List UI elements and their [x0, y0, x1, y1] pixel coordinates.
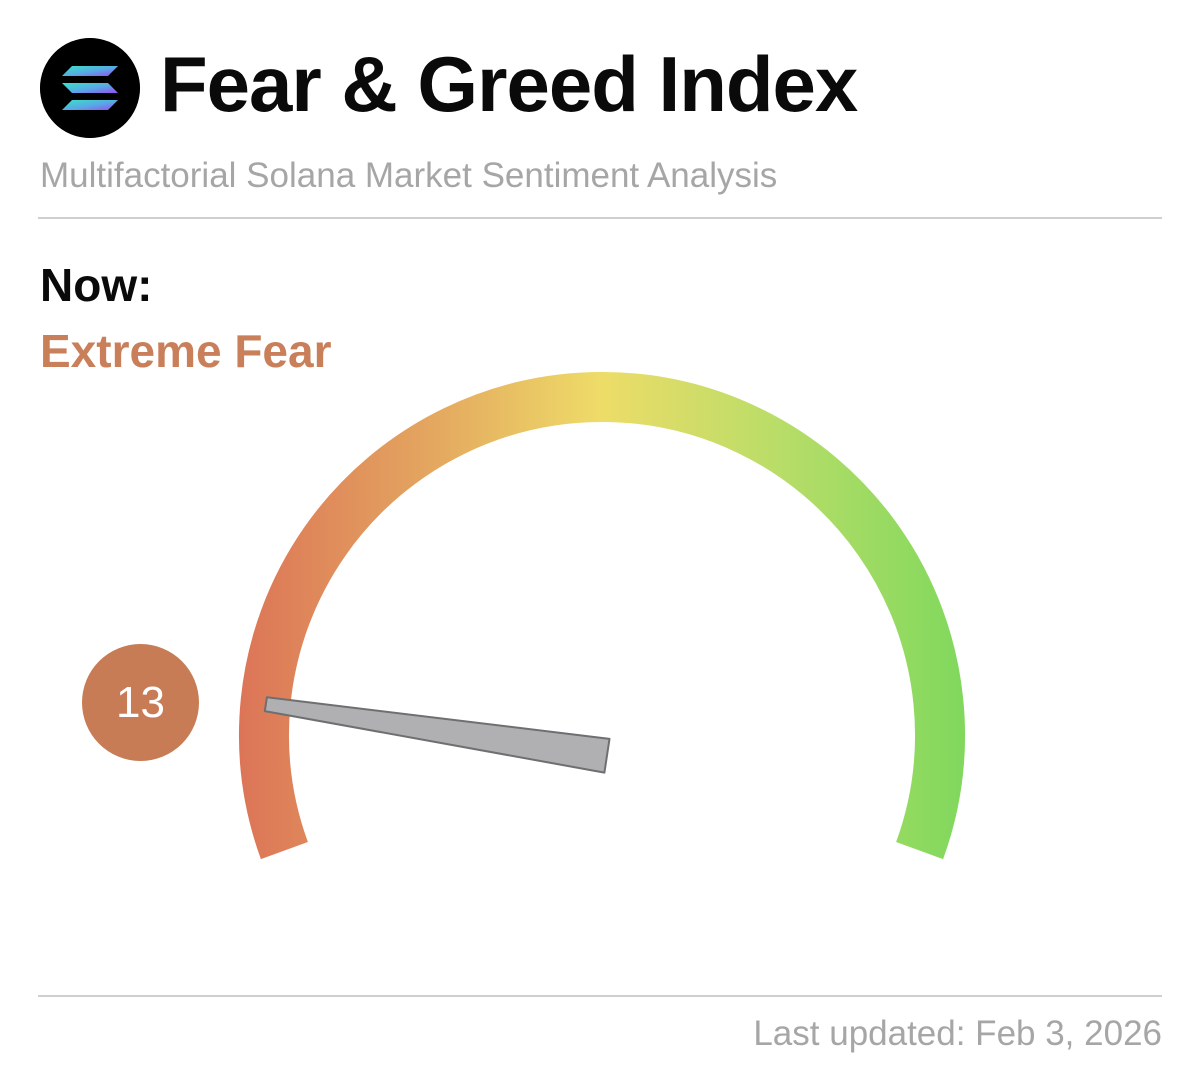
last-updated: Last updated: Feb 3, 2026 — [753, 1014, 1162, 1053]
top-divider — [38, 217, 1162, 219]
sentiment-status: Extreme Fear — [40, 325, 332, 377]
solana-logo-icon — [40, 38, 140, 138]
now-label: Now: — [40, 259, 153, 311]
page-subtitle: Multifactorial Solana Market Sentiment A… — [40, 156, 778, 195]
bottom-divider — [38, 995, 1162, 997]
header: Fear & Greed Index — [40, 38, 858, 138]
gauge-arc — [239, 372, 965, 860]
page-title: Fear & Greed Index — [160, 40, 858, 128]
gauge-needle — [263, 696, 611, 774]
value-badge: 13 — [82, 644, 199, 761]
